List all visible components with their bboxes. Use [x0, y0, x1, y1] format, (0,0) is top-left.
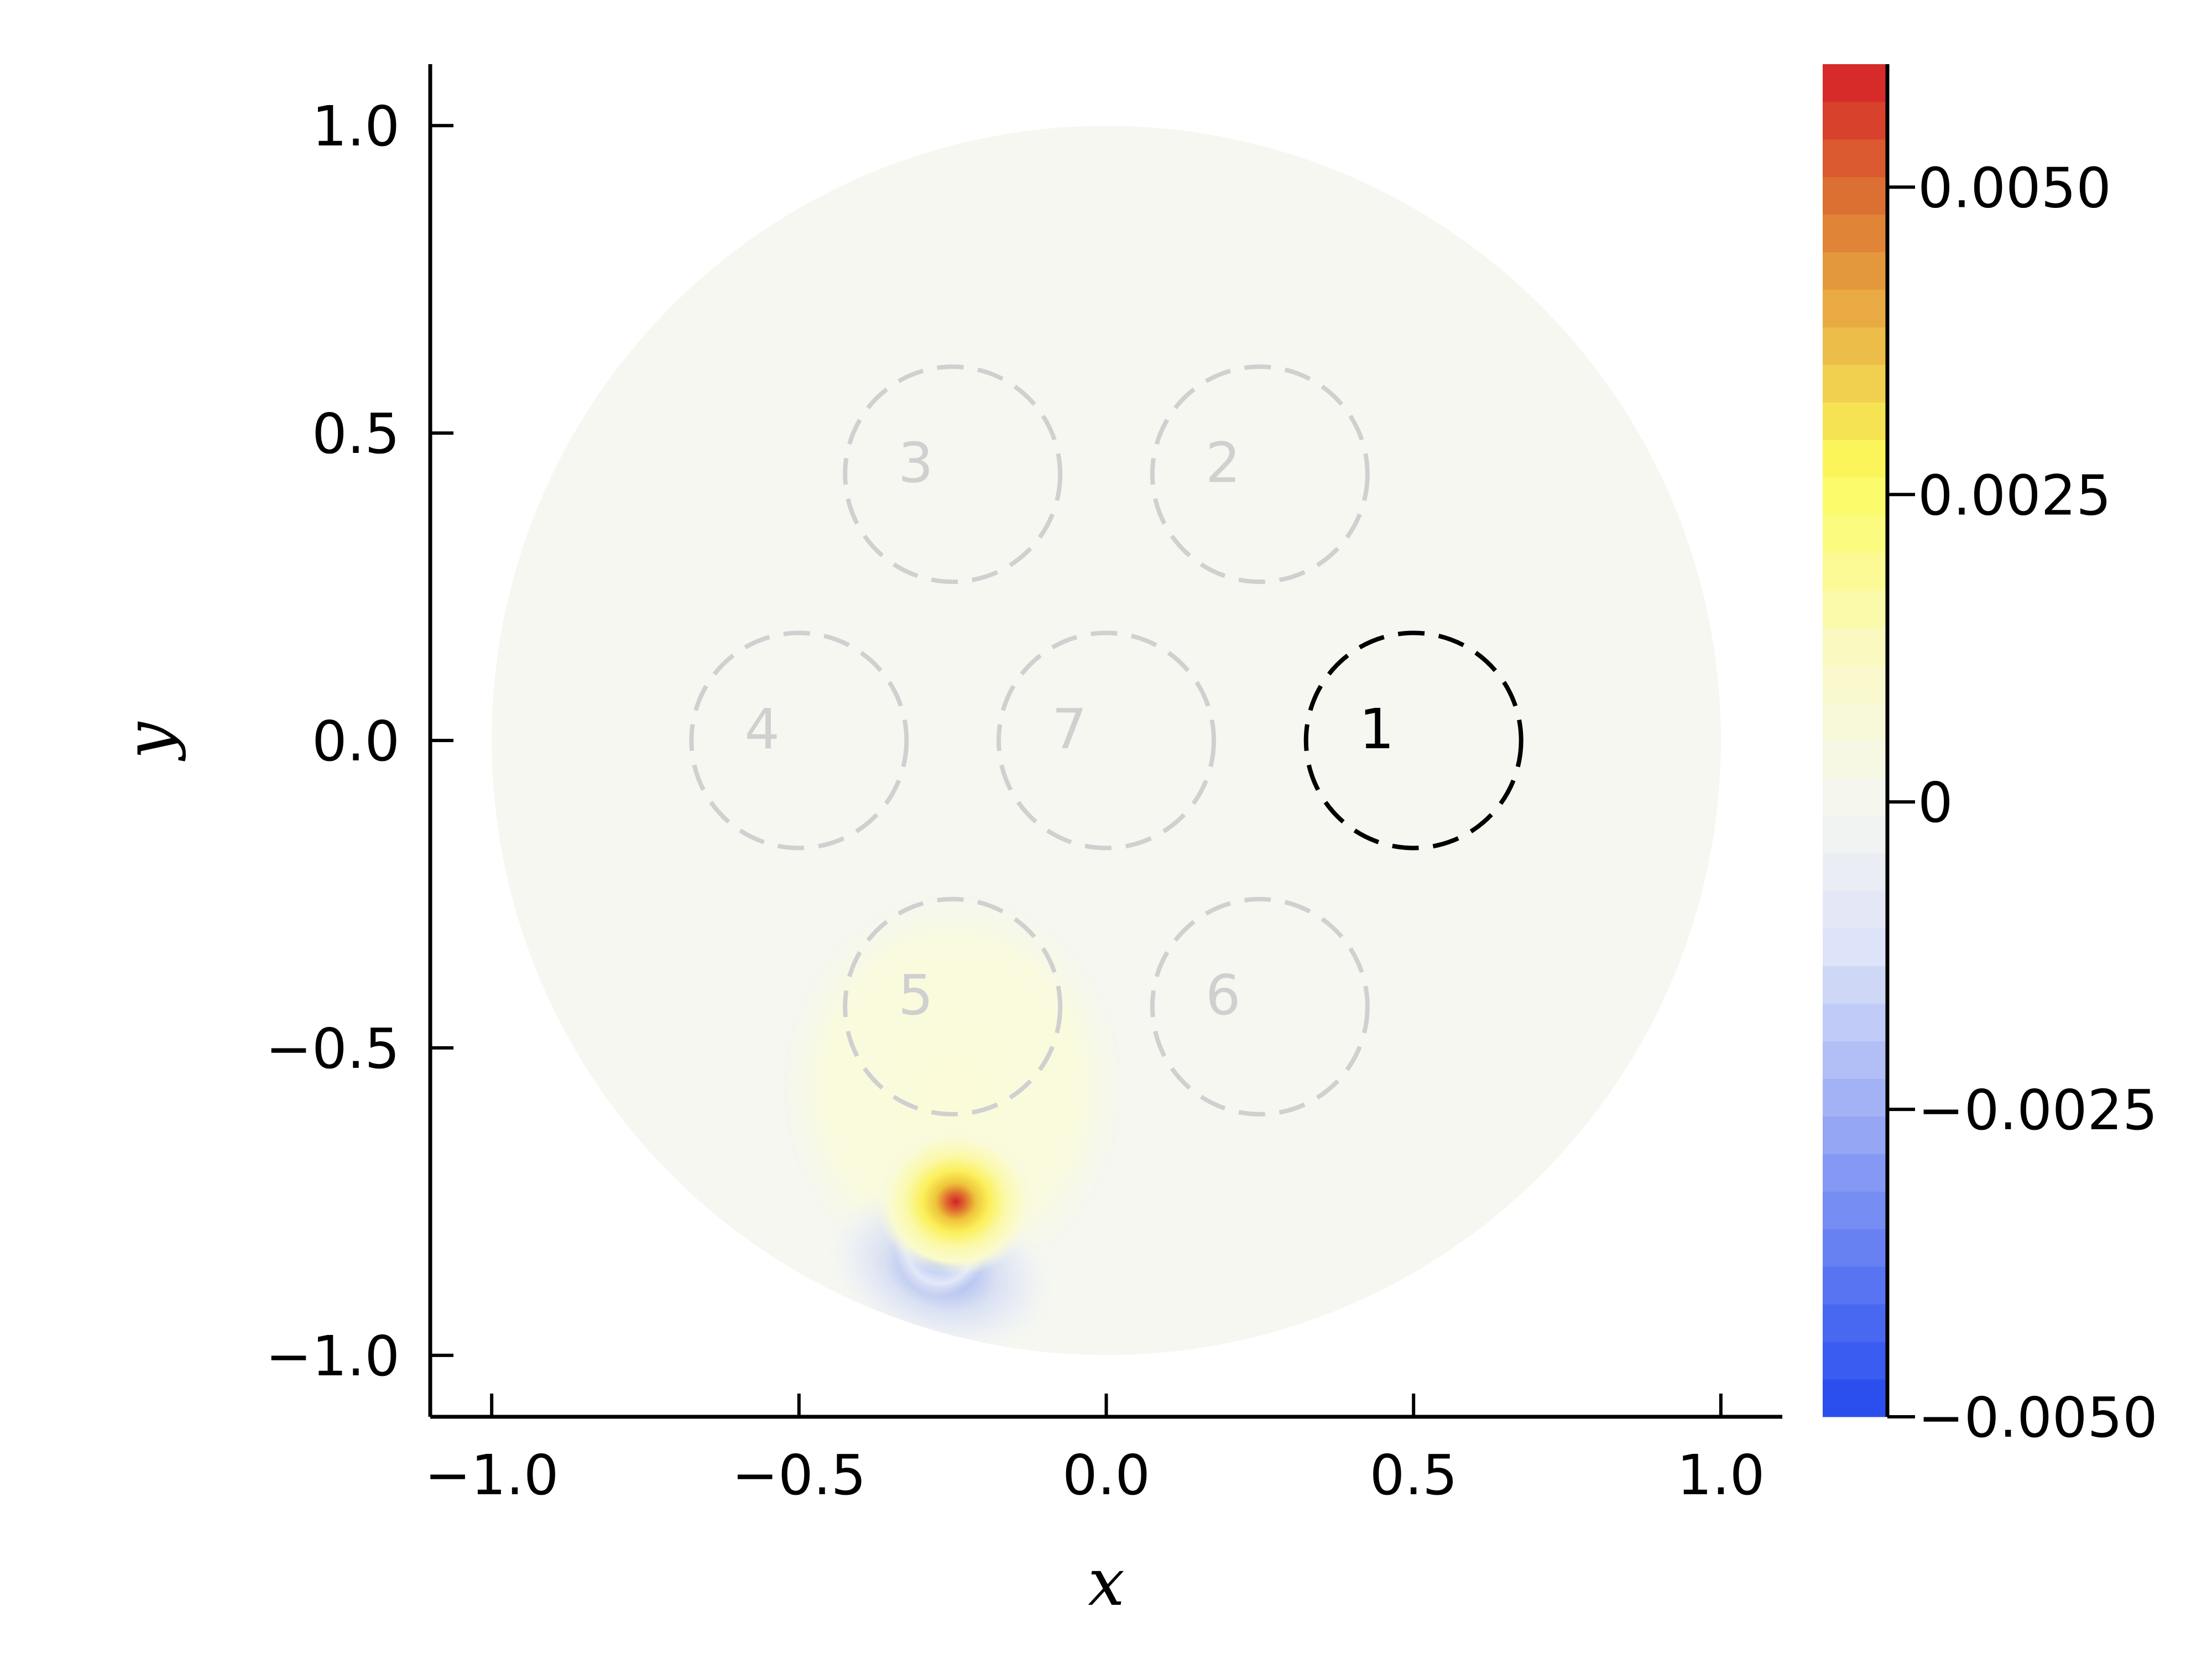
colorbar-level [1823, 1003, 1887, 1042]
colorbar-level [1823, 1116, 1887, 1154]
colorbar-tick-label: 0 [1918, 770, 1953, 835]
colorbar-level [1823, 515, 1887, 553]
colorbar-level [1823, 552, 1887, 591]
feature-label-3: 3 [898, 430, 933, 495]
colorbar-level [1823, 815, 1887, 854]
y-tick-label: 0.5 [312, 401, 400, 466]
x-axis-label: x [1088, 1544, 1125, 1620]
colorbar-level [1823, 1379, 1887, 1417]
colorbar-level [1823, 1342, 1887, 1380]
colorbar-tick-label: 0.0025 [1918, 463, 2111, 528]
feature-circle-7 [997, 630, 1216, 851]
colorbar-level [1823, 289, 1887, 328]
feature-circle-1 [1303, 630, 1524, 851]
colorbar-level [1823, 101, 1887, 140]
feature-circles: 1 2 3 4 5 6 7 [689, 364, 1524, 1117]
colorbar-level [1823, 966, 1887, 1004]
field-peaks [780, 891, 1125, 1354]
colorbar-level [1823, 1266, 1887, 1305]
feature-label-5: 5 [898, 963, 933, 1027]
colorbar-tick-label: 0.0050 [1918, 155, 2111, 220]
x-tick-label: 1.0 [1677, 1443, 1765, 1507]
x-tick-label: 0.0 [1062, 1443, 1150, 1507]
x-tick-label: −0.5 [732, 1443, 866, 1507]
colorbar: 0.0050 0.0025 0 −0.0025 −0.0050 [1823, 64, 2158, 1450]
y-tick-label: 0.0 [312, 709, 400, 774]
feature-label-4: 4 [744, 697, 780, 761]
colorbar-level [1823, 139, 1887, 178]
y-axis-label: y [111, 721, 187, 761]
colorbar-tick-label: −0.0050 [1918, 1385, 2158, 1450]
feature-circle-6 [1150, 896, 1370, 1117]
colorbar-level [1823, 890, 1887, 929]
colorbar-level [1823, 327, 1887, 366]
feature-label-2: 2 [1206, 430, 1241, 495]
feature-circle-4 [689, 630, 909, 851]
colorbar-level [1823, 590, 1887, 628]
colorbar-level [1823, 364, 1887, 403]
colorbar-level [1823, 440, 1887, 478]
feature-circle-3 [843, 364, 1063, 585]
y-tick-label: −1.0 [265, 1324, 400, 1389]
colorbar-level [1823, 176, 1887, 215]
colorbar-level [1823, 778, 1887, 816]
colorbar-level [1823, 1154, 1887, 1192]
colorbar-level [1823, 252, 1887, 290]
x-tick-label: 0.5 [1370, 1443, 1458, 1507]
feature-label-6: 6 [1206, 963, 1241, 1027]
colorbar-level [1823, 740, 1887, 779]
feature-circle-5 [843, 896, 1063, 1117]
colorbar-level [1823, 1078, 1887, 1117]
feature-label-7: 7 [1052, 697, 1087, 761]
colorbar-level [1823, 628, 1887, 666]
colorbar-level [1823, 1041, 1887, 1079]
colorbar-level [1823, 665, 1887, 703]
y-tick-label: 1.0 [312, 94, 400, 159]
feature-label-1: 1 [1359, 697, 1395, 761]
colorbar-level [1823, 1191, 1887, 1229]
colorbar-level [1823, 928, 1887, 967]
positive-peak [875, 1128, 1036, 1276]
colorbar-tick-label: −0.0025 [1918, 1078, 2158, 1142]
colorbar-level [1823, 1304, 1887, 1342]
colorbar-level [1823, 477, 1887, 515]
colorbar-level [1823, 214, 1887, 253]
positive-halo [780, 891, 1125, 1285]
feature-circle-2 [1150, 364, 1370, 585]
colorbar-level [1823, 1229, 1887, 1267]
axes: −1.0 −0.5 0.0 0.5 1.0 −1.0 −0.5 0.0 0.5 1.0 [265, 64, 1782, 1507]
x-tick-label: −1.0 [425, 1443, 559, 1507]
colorbar-level [1823, 64, 1887, 102]
colorbar-level [1823, 703, 1887, 741]
colorbar-level [1823, 853, 1887, 891]
colorbar-level [1823, 402, 1887, 440]
field-layer [492, 126, 1721, 1355]
y-tick-label: −0.5 [265, 1016, 400, 1081]
